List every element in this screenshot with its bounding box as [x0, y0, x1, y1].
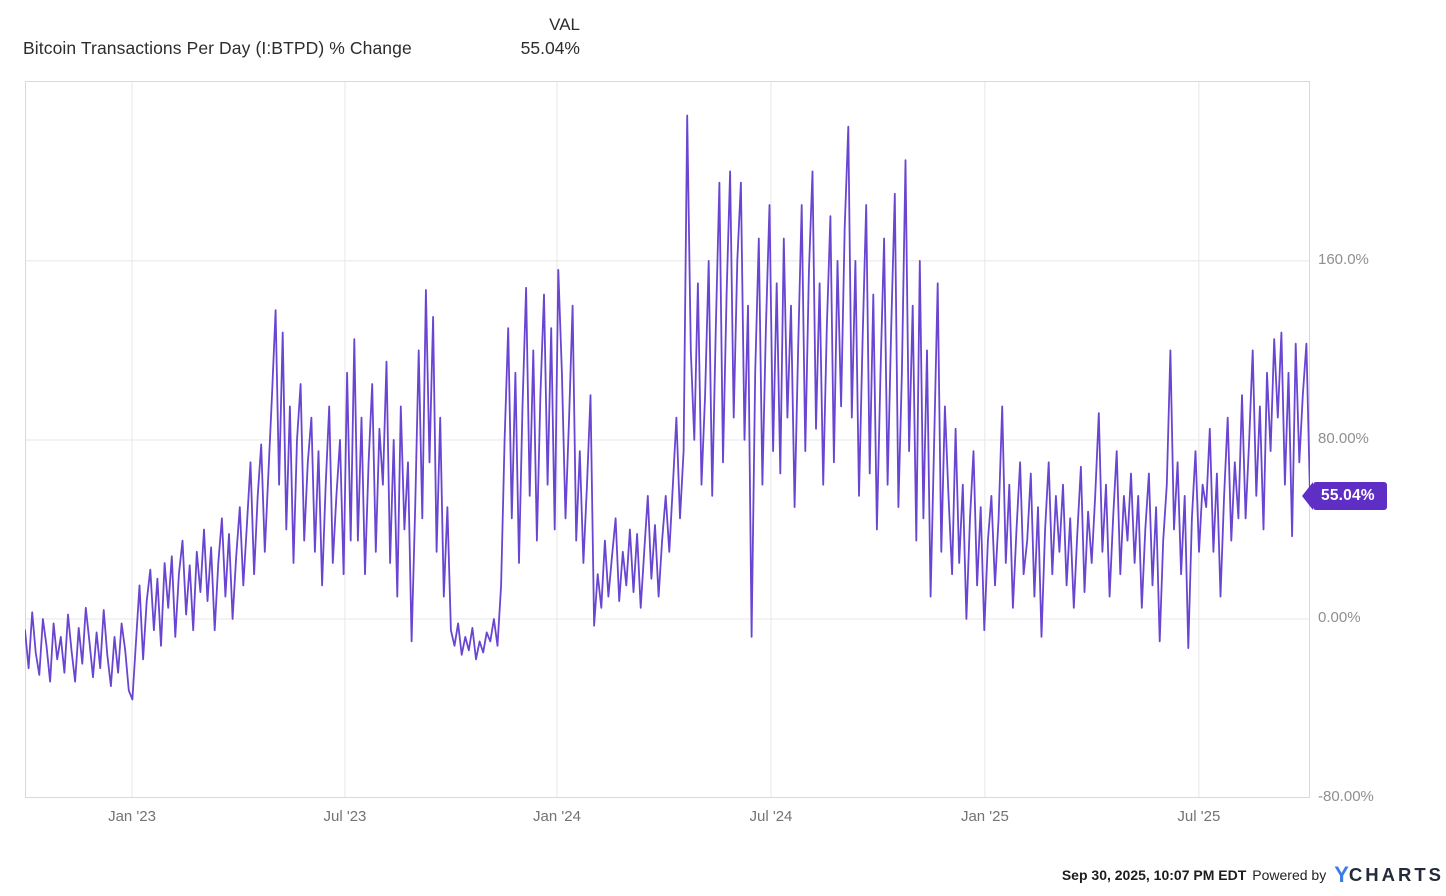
chart-plot[interactable]: [25, 81, 1310, 798]
series-line[interactable]: [25, 114, 1310, 701]
badge-value-label: 55.04%: [1313, 481, 1387, 510]
ycharts-logo-y-icon: Y: [1334, 862, 1349, 887]
x-axis-tick: Jul '24: [749, 808, 793, 825]
x-axis-tick: Jul '23: [323, 808, 367, 825]
x-axis-tick: Jul '25: [1177, 808, 1221, 825]
footer-powered-by: Powered by: [1252, 867, 1327, 883]
y-axis-tick: 160.0%: [1318, 250, 1369, 268]
legend-block: VAL 55.04%: [490, 11, 580, 59]
last-value-badge: 55.04%: [1302, 481, 1387, 510]
badge-arrow-icon: [1302, 481, 1313, 510]
footer: Sep 30, 2025, 10:07 PM EDT Powered by Y …: [1062, 862, 1444, 888]
y-axis-tick: 80.00%: [1318, 429, 1369, 447]
legend-val-header: VAL: [549, 15, 580, 34]
x-axis-tick: Jan '25: [960, 808, 1009, 825]
x-axis-tick: Jan '24: [533, 808, 581, 825]
chart-title: Bitcoin Transactions Per Day (I:BTPD) % …: [23, 38, 412, 58]
y-axis-tick: -80.00%: [1318, 788, 1374, 805]
x-axis-tick: Jan '23: [108, 808, 156, 825]
ycharts-logo: Y CHARTS: [1334, 862, 1444, 888]
ycharts-logo-text: CHARTS: [1348, 864, 1444, 885]
legend-val-value: 55.04%: [520, 38, 580, 58]
footer-timestamp: Sep 30, 2025, 10:07 PM EDT: [1061, 867, 1247, 883]
plot-area: 55.04% 160.0% 80.00% 0.00% -80.00% Jan '23 Ju…: [25, 81, 1387, 825]
y-axis-tick: 0.00%: [1318, 608, 1361, 626]
